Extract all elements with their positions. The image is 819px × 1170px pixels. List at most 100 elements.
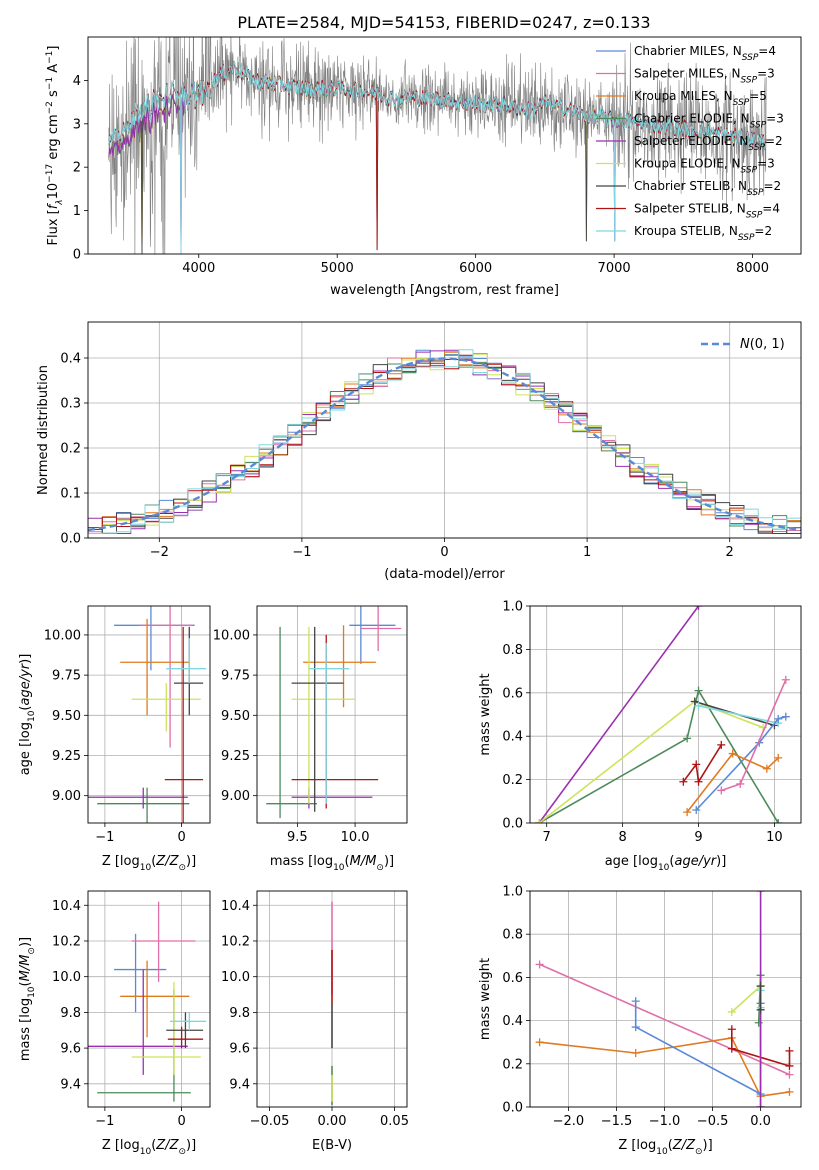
x-tick-label: 0.00 (318, 1114, 347, 1129)
series-group (535, 606, 790, 823)
data-marker (692, 760, 701, 769)
data-marker (728, 749, 737, 758)
data-marker (774, 714, 783, 723)
legend-label: Salpeter MILES, NSSP=3 (634, 67, 775, 86)
y-tick-label: 1 (73, 204, 81, 219)
x-axis-label: age [log10(age/yr)] (605, 854, 727, 873)
y-tick-label: 0.2 (502, 1057, 523, 1072)
data-marker (717, 740, 726, 749)
y-tick-label: 10.2 (52, 934, 81, 949)
axes-frame (529, 605, 802, 824)
data-marker (785, 1070, 794, 1079)
mass-vs-metallicity-panel: −1 0 9.4 9.6 9.8 10.0 10.2 10.4 mass [log10(M/M⊙… (18, 890, 211, 1157)
axes-frame (256, 605, 408, 824)
data-marker (756, 1103, 765, 1107)
legend: N(0, 1) (701, 337, 785, 352)
x-tick-label: 5000 (321, 261, 354, 276)
legend-entry: Chabrier MILES, NSSP=4 (596, 44, 776, 63)
legend-entry: Salpeter ELODIE, NSSP=2 (596, 134, 783, 153)
y-tick-label: 10.00 (44, 628, 81, 643)
legend-entry: Kroupa MILES, NSSP=5 (596, 89, 767, 108)
y-axis-label: age [log10(age/yr)] (18, 654, 37, 776)
data-marker (631, 1023, 640, 1032)
data-marker (756, 982, 765, 991)
data-marker (683, 734, 692, 743)
data-marker (785, 1087, 794, 1096)
data-marker (756, 891, 765, 895)
y-axis-label: mass weight (478, 958, 493, 1040)
axes-frame (87, 605, 211, 824)
errorbar-group (88, 606, 207, 823)
x-tick-label: 0.0 (750, 1114, 771, 1129)
series-group (535, 891, 794, 1107)
weight-series-line (698, 705, 779, 724)
normal-distribution-curve (88, 357, 801, 532)
y-tick-label: 9.8 (60, 1006, 81, 1021)
x-tick-label: −2 (150, 545, 169, 560)
y-tick-label: 10.00 (213, 628, 250, 643)
weight-vs-metallicity-panel: −2.0 −1.5 −1.0 −0.5 0.0 0.0 0.2 0.4 0.6 0.8 1.0 mas… (478, 885, 802, 1157)
data-marker (762, 764, 771, 773)
legend-entry: Salpeter MILES, NSSP=3 (596, 67, 775, 86)
x-axis-label: Z [log10(Z/Z⊙)] (102, 1138, 196, 1157)
y-tick-label: 0.0 (502, 817, 523, 832)
legend-entry: Salpeter STELIB, NSSP=4 (596, 202, 780, 221)
x-axis-label: Z [log10(Z/Z⊙)] (618, 1138, 712, 1157)
legend-entry: Chabrier ELODIE, NSSP=3 (596, 112, 784, 131)
y-tick-label: 0.3 (60, 397, 81, 412)
legend-label: Chabrier STELIB, NSSP=2 (634, 179, 781, 198)
x-tick-label: 9.5 (287, 830, 308, 845)
x-axis-label: wavelength [Angstrom, rest frame] (330, 283, 559, 298)
y-tick-label: 9.4 (60, 1077, 81, 1092)
legend: Chabrier MILES, NSSP=4 Salpeter MILES, NS… (596, 44, 784, 243)
x-tick-label: 8 (618, 830, 626, 845)
y-tick-label: 0.4 (60, 352, 81, 367)
data-marker (727, 1044, 736, 1053)
axes-frame (87, 890, 211, 1108)
x-tick-label: −2.0 (553, 1114, 585, 1129)
legend-label: Kroupa STELIB, NSSP=2 (634, 224, 772, 243)
data-marker (631, 1049, 640, 1057)
legend-label: Kroupa MILES, NSSP=5 (634, 89, 767, 108)
y-tick-label: 0.2 (502, 773, 523, 788)
axes-frame (256, 890, 408, 1108)
x-tick-label: 2 (726, 545, 734, 560)
data-marker (535, 819, 544, 823)
y-tick-label: 10.0 (221, 970, 250, 985)
data-marker (631, 997, 640, 1006)
y-tick-label: 9.50 (221, 709, 250, 724)
data-marker (694, 777, 703, 786)
legend-label: Salpeter STELIB, NSSP=4 (634, 202, 780, 221)
data-marker (727, 1007, 736, 1016)
y-axis-label: Normed distribution (36, 365, 51, 495)
y-tick-label: 9.00 (221, 789, 250, 804)
data-marker (535, 960, 544, 969)
y-tick-label: 9.50 (52, 709, 81, 724)
y-tick-label: 0.4 (502, 730, 523, 745)
spectrum-panel: 4000 5000 6000 7000 8000 0 1 2 3 4 Flux [fλ10−17 e… (45, 36, 802, 298)
x-tick-label: −0.05 (250, 1114, 290, 1129)
model-spectrum-line (108, 60, 767, 254)
y-tick-label: 10.0 (52, 970, 81, 985)
data-marker (535, 1038, 544, 1047)
y-tick-label: 0.8 (502, 643, 523, 658)
weight-vs-age-panel: 7 8 9 10 0.0 0.2 0.4 0.6 0.8 1.0 mass weight age [l… (478, 600, 802, 873)
data-marker (727, 1025, 736, 1034)
data-marker (774, 753, 783, 762)
x-tick-label: 0 (440, 545, 448, 560)
data-marker (694, 606, 703, 610)
y-tick-label: 9.8 (229, 1006, 250, 1021)
x-tick-label: 8000 (736, 261, 769, 276)
legend-label: Salpeter ELODIE, NSSP=2 (634, 134, 783, 153)
x-tick-label: 1 (583, 545, 591, 560)
y-tick-label: 9.75 (221, 669, 250, 684)
x-tick-label: −0.5 (697, 1114, 729, 1129)
data-marker (692, 805, 701, 814)
y-tick-label: 2 (73, 161, 81, 176)
x-tick-label: 10 (766, 830, 783, 845)
x-tick-label: −1 (292, 545, 311, 560)
weight-series-line (686, 752, 779, 813)
x-tick-label: 0.05 (380, 1114, 409, 1129)
y-tick-label: 10.4 (221, 899, 250, 914)
